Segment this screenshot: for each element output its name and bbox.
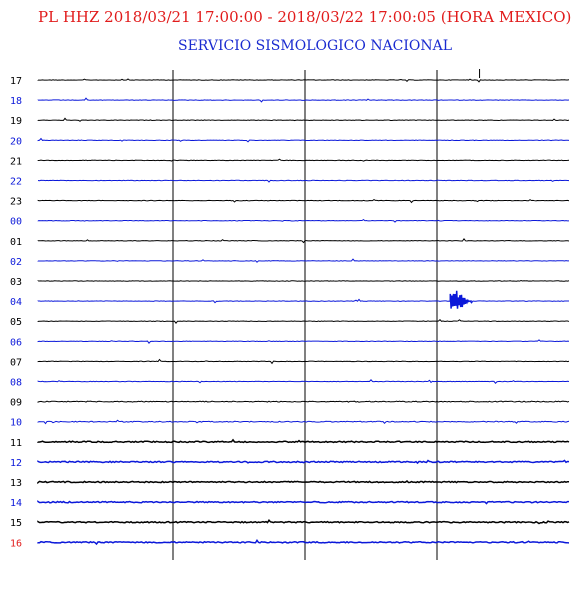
seismic-trace bbox=[37, 117, 570, 122]
seismic-trace bbox=[37, 258, 570, 263]
hour-label: 17 bbox=[10, 76, 22, 87]
hour-label: 19 bbox=[10, 116, 22, 127]
seismic-trace bbox=[37, 459, 570, 465]
hour-label: 10 bbox=[10, 418, 22, 429]
hour-label: 01 bbox=[10, 237, 22, 248]
hour-label: 11 bbox=[10, 438, 22, 449]
hour-label: 21 bbox=[10, 156, 22, 167]
seismic-trace bbox=[37, 438, 570, 444]
seismic-trace bbox=[37, 219, 570, 223]
hour-label: 23 bbox=[10, 197, 22, 208]
hour-label: 05 bbox=[10, 317, 22, 328]
chart-title: PL HHZ 2018/03/21 17:00:00 - 2018/03/22 … bbox=[38, 8, 572, 26]
seismic-trace bbox=[37, 179, 570, 183]
seismic-trace bbox=[37, 358, 570, 365]
seismic-trace bbox=[37, 158, 570, 162]
hour-label: 06 bbox=[10, 337, 22, 348]
seismic-trace bbox=[37, 137, 570, 143]
hour-label: 16 bbox=[10, 538, 22, 549]
hour-label: 12 bbox=[10, 458, 22, 469]
hour-label: 22 bbox=[10, 177, 22, 188]
hour-label: 18 bbox=[10, 96, 22, 107]
seismic-trace bbox=[37, 519, 570, 525]
seismic-trace bbox=[37, 199, 570, 204]
hour-label: 04 bbox=[10, 297, 22, 308]
hour-label: 03 bbox=[10, 277, 22, 288]
seismic-trace bbox=[37, 379, 570, 384]
seismic-trace bbox=[37, 480, 570, 485]
seismic-trace bbox=[37, 280, 570, 282]
seismic-trace bbox=[37, 539, 570, 546]
seismic-trace bbox=[37, 78, 570, 83]
hour-label: 15 bbox=[10, 518, 22, 529]
chart-subtitle: SERVICIO SISMOLOGICO NACIONAL bbox=[178, 38, 453, 54]
hour-label: 09 bbox=[10, 398, 22, 409]
seismic-trace bbox=[37, 238, 570, 244]
hour-label: 08 bbox=[10, 378, 22, 389]
hour-label: 20 bbox=[10, 136, 22, 147]
seismic-trace bbox=[37, 419, 570, 425]
hour-label: 14 bbox=[10, 498, 22, 509]
hour-label: 13 bbox=[10, 478, 22, 489]
hour-label: 00 bbox=[10, 217, 22, 228]
seismic-trace bbox=[37, 97, 570, 103]
seismic-trace bbox=[37, 400, 570, 403]
seismic-trace bbox=[37, 298, 570, 304]
seismic-trace bbox=[37, 500, 570, 505]
hour-label: 07 bbox=[10, 357, 22, 368]
hour-label: 02 bbox=[10, 257, 22, 268]
seismic-trace bbox=[37, 339, 570, 344]
seismic-trace bbox=[37, 318, 570, 324]
seismic-event bbox=[449, 290, 472, 309]
